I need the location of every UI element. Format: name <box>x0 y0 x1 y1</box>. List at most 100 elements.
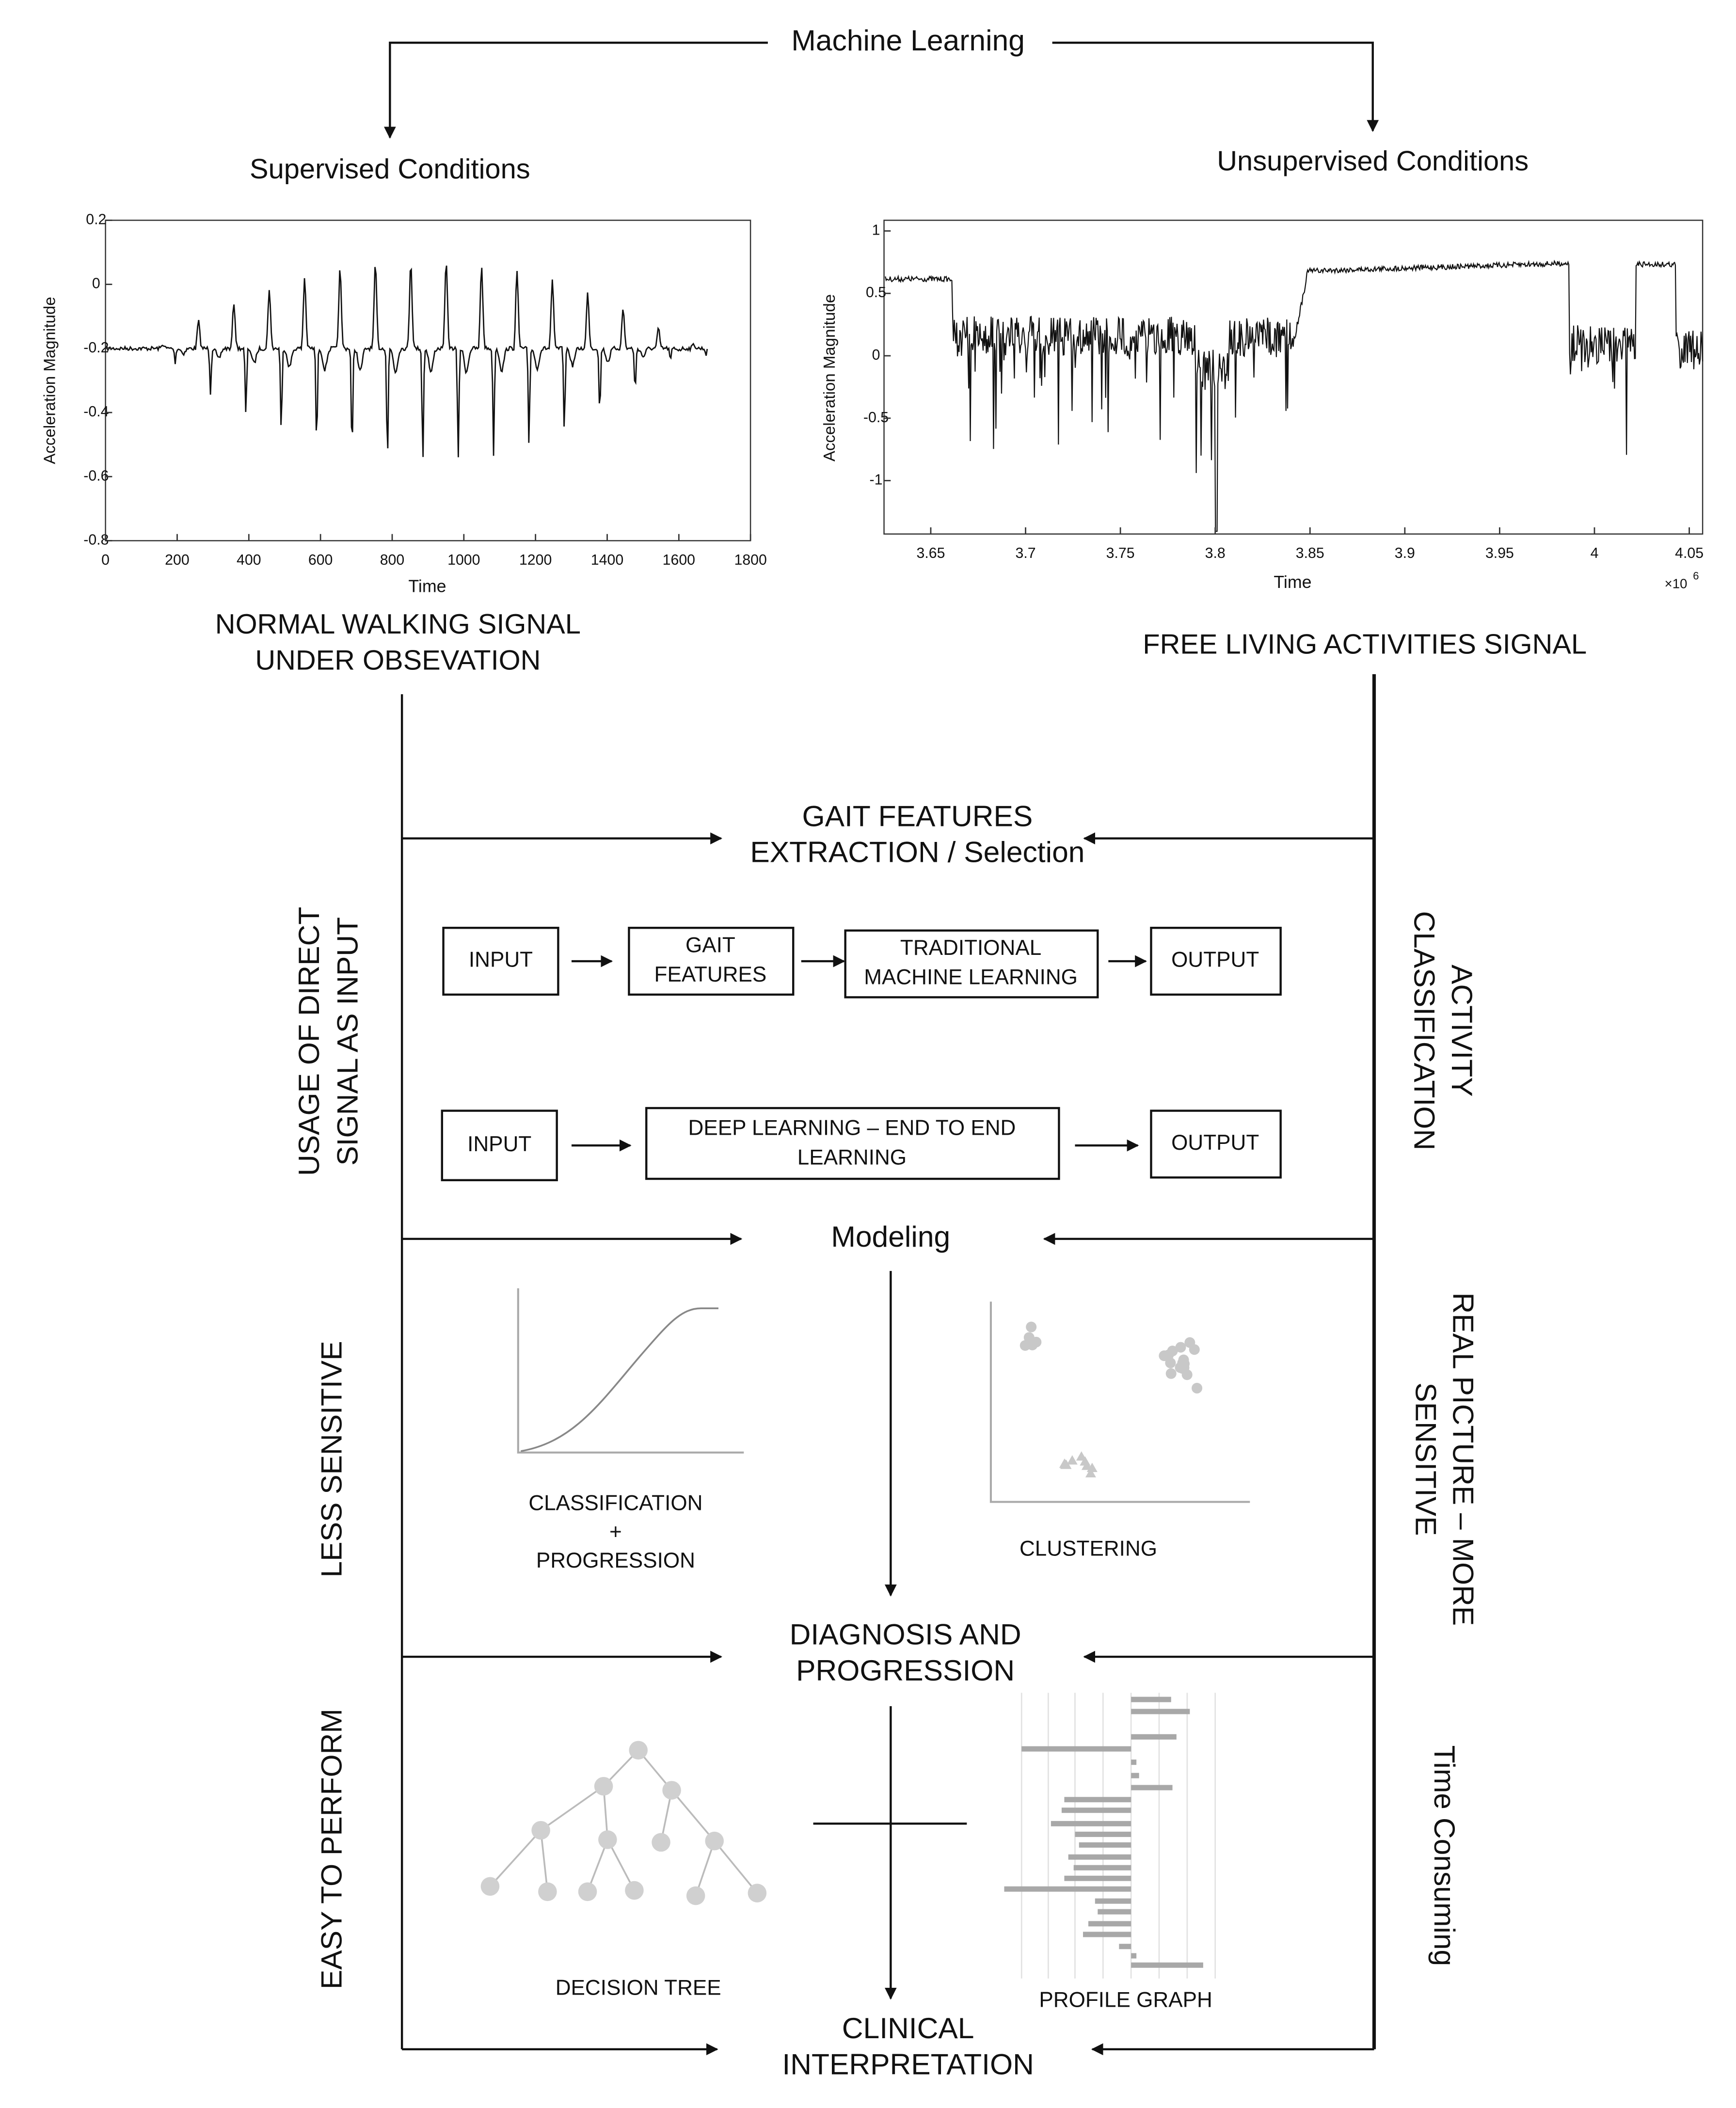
connector <box>1052 41 1379 132</box>
stage-label: CLINICAL <box>842 2012 974 2045</box>
cluster-triangle <box>1061 1459 1072 1469</box>
x-tick-label: 1200 <box>519 552 552 568</box>
tree-node <box>578 1882 597 1902</box>
tree-edge <box>606 1839 636 1891</box>
y-tick-label: -1 <box>870 472 883 488</box>
x-tick-label: 1600 <box>663 552 695 568</box>
y-tick-label: 0 <box>92 276 100 292</box>
box-label: OUTPUT <box>1171 948 1259 972</box>
stage-label: EXTRACTION / Selection <box>750 836 1084 869</box>
cluster-dot <box>1192 1382 1203 1394</box>
y-tick-label: -0.2 <box>83 340 109 356</box>
cluster-dot <box>1181 1369 1193 1380</box>
illustration-caption: PROGRESSION <box>536 1549 695 1572</box>
box-label: MACHINE LEARNING <box>864 966 1078 989</box>
plot-frame <box>883 220 1704 535</box>
cluster-triangle <box>1086 1462 1098 1472</box>
box-label: TRADITIONAL <box>900 936 1041 960</box>
connector <box>383 41 768 139</box>
box-label: GAIT <box>685 933 735 957</box>
x-tick-label: 3.7 <box>1015 545 1035 561</box>
clusters <box>1019 1321 1203 1477</box>
x-tick-label: 3.65 <box>916 545 945 561</box>
labels: Machine Learning Supervised Conditions Uns… <box>41 24 1704 2080</box>
tree-node <box>686 1886 705 1905</box>
x-tick-label: 3.9 <box>1395 545 1415 561</box>
tree-edge <box>540 1830 549 1892</box>
box <box>1150 1109 1282 1179</box>
cluster-dot <box>1175 1362 1186 1373</box>
decision-tree <box>480 1741 767 1905</box>
profile-graph <box>1004 1693 1216 1979</box>
y-tick-label: 0.2 <box>86 211 106 227</box>
stage-label: Modeling <box>831 1220 950 1253</box>
cluster-triangle <box>1067 1455 1078 1465</box>
x-tick-label: 0 <box>101 552 110 568</box>
y-tick-label: -0.8 <box>83 532 109 548</box>
y-tick-label: 1 <box>872 222 880 238</box>
tree-node <box>625 1881 644 1900</box>
x-axis-label: Time <box>1274 572 1311 592</box>
illustration-axes <box>517 1288 744 1454</box>
branch-heading: Supervised Conditions <box>250 154 530 185</box>
x-tick-label: 3.75 <box>1106 545 1135 561</box>
plot-frame <box>105 220 751 541</box>
cluster-dot <box>1163 1349 1174 1361</box>
y-tick-label: -0.4 <box>83 404 109 420</box>
x-tick-label: 1800 <box>734 552 766 568</box>
y-axis-label: Acceleration Magnitude <box>41 297 59 464</box>
y-axis-label: Acceleration Magnitude <box>821 294 839 461</box>
tree-node <box>598 1830 617 1849</box>
x-tick-label: 200 <box>165 552 190 568</box>
illustration-caption: PROFILE GRAPH <box>1039 1988 1212 2012</box>
tree-node <box>629 1741 648 1760</box>
illustration-caption: DECISION TREE <box>556 1976 721 2000</box>
tree-edge <box>540 1785 605 1831</box>
illustration-caption: + <box>609 1520 622 1544</box>
tree-edge <box>695 1840 716 1896</box>
x-axis-label: Time <box>408 576 446 596</box>
walking-signal <box>106 265 708 458</box>
side-label: ACTIVITY <box>1446 965 1479 1097</box>
stage-label: DIAGNOSIS AND <box>790 1618 1021 1651</box>
stage-label: GAIT FEATURES <box>802 799 1033 832</box>
x-tick-label: 3.95 <box>1485 545 1514 561</box>
axis-exponent: 6 <box>1693 570 1699 582</box>
box <box>844 929 1099 999</box>
box-label: INPUT <box>469 948 533 972</box>
branch-heading: Unsupervised Conditions <box>1217 145 1529 176</box>
box-label: LEARNING <box>797 1145 907 1169</box>
tree-node <box>538 1882 557 1902</box>
box-label: FEATURES <box>654 963 767 986</box>
cluster-dot <box>1026 1321 1037 1332</box>
cluster-dot <box>1019 1340 1031 1351</box>
box <box>645 1107 1060 1180</box>
signal-caption: FREE LIVING ACTIVITIES SIGNAL <box>1143 629 1587 660</box>
x-tick-label: 800 <box>380 552 405 568</box>
tree-node <box>531 1821 550 1840</box>
side-label: SENSITIVE <box>1409 1382 1442 1536</box>
cluster-triangle <box>1085 1468 1096 1477</box>
tree-node <box>748 1884 767 1902</box>
axis-multiplier: ×10 <box>1665 576 1688 591</box>
illustration-axes <box>989 1301 1250 1503</box>
signals <box>106 259 1704 532</box>
tree-node <box>480 1877 500 1896</box>
title: Machine Learning <box>791 24 1025 57</box>
box <box>628 927 795 996</box>
y-tick-label: -0.6 <box>83 468 109 484</box>
side-label: EASY TO PERFORM <box>315 1709 348 1989</box>
box <box>441 1109 558 1181</box>
box-label: INPUT <box>467 1132 531 1156</box>
x-tick-label: 4 <box>1591 545 1599 561</box>
tree-node <box>662 1781 681 1800</box>
tree-edge <box>671 1790 716 1842</box>
side-label: USAGE OF DIRECT <box>292 907 325 1176</box>
free-living-signal <box>885 259 1704 532</box>
stage-label: PROGRESSION <box>796 1654 1015 1687</box>
tree-node <box>652 1833 670 1852</box>
y-tick-label: 0 <box>872 347 880 363</box>
signal-caption: UNDER OBSEVATION <box>255 645 541 676</box>
